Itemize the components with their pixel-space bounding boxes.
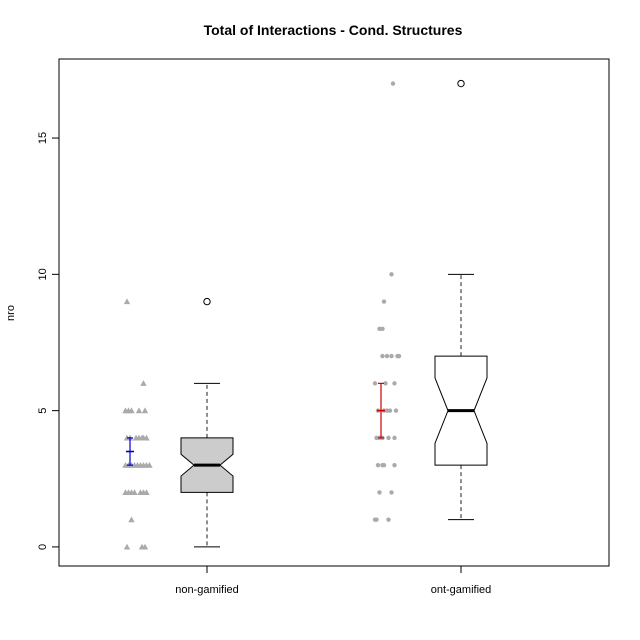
data-point	[377, 490, 382, 495]
data-point	[123, 543, 131, 550]
data-point	[392, 435, 397, 441]
y-axis-label: nro	[5, 305, 17, 321]
y-tick-label: 10	[37, 268, 49, 280]
data-point	[380, 326, 385, 332]
data-point	[128, 516, 135, 523]
data-point	[389, 272, 394, 277]
chart-title: Total of Interactions - Cond. Structures	[204, 22, 463, 38]
data-point	[128, 407, 135, 414]
chart-marks	[122, 79, 488, 550]
data-point	[140, 380, 147, 386]
data-point	[381, 299, 387, 304]
data-point	[392, 381, 397, 386]
data-point	[389, 490, 394, 495]
data-point	[396, 353, 402, 359]
data-point	[383, 381, 388, 386]
data-point	[390, 81, 396, 86]
data-point	[143, 434, 150, 441]
group-non-gamified	[122, 297, 234, 550]
y-tick-label: 5	[37, 408, 49, 414]
data-point	[386, 435, 391, 441]
data-point	[143, 489, 150, 495]
data-point	[386, 517, 391, 522]
x-axis: non-gamified ont-gamified	[175, 566, 491, 596]
data-point	[380, 353, 385, 359]
x-tick-label: ont-gamified	[431, 584, 492, 596]
outlier-point	[203, 297, 211, 306]
y-tick-label: 15	[37, 132, 49, 144]
data-point	[374, 517, 379, 522]
data-point	[384, 353, 390, 359]
data-point	[141, 543, 149, 550]
outlier-point	[457, 79, 465, 88]
y-axis: 0 5 10 15	[37, 132, 60, 550]
plot-frame	[58, 58, 610, 567]
data-point	[381, 462, 387, 468]
data-point	[141, 407, 149, 414]
data-point	[389, 353, 394, 359]
group-ont-gamified	[372, 79, 488, 522]
data-point	[392, 462, 397, 468]
data-point	[135, 407, 143, 414]
data-point	[393, 408, 399, 413]
data-point	[372, 381, 378, 386]
x-tick-label: non-gamified	[175, 584, 239, 596]
data-point	[387, 408, 393, 413]
data-point	[123, 298, 131, 305]
y-tick-label: 0	[37, 544, 49, 550]
data-point	[146, 461, 153, 468]
data-point	[375, 462, 381, 468]
data-point	[131, 489, 138, 495]
